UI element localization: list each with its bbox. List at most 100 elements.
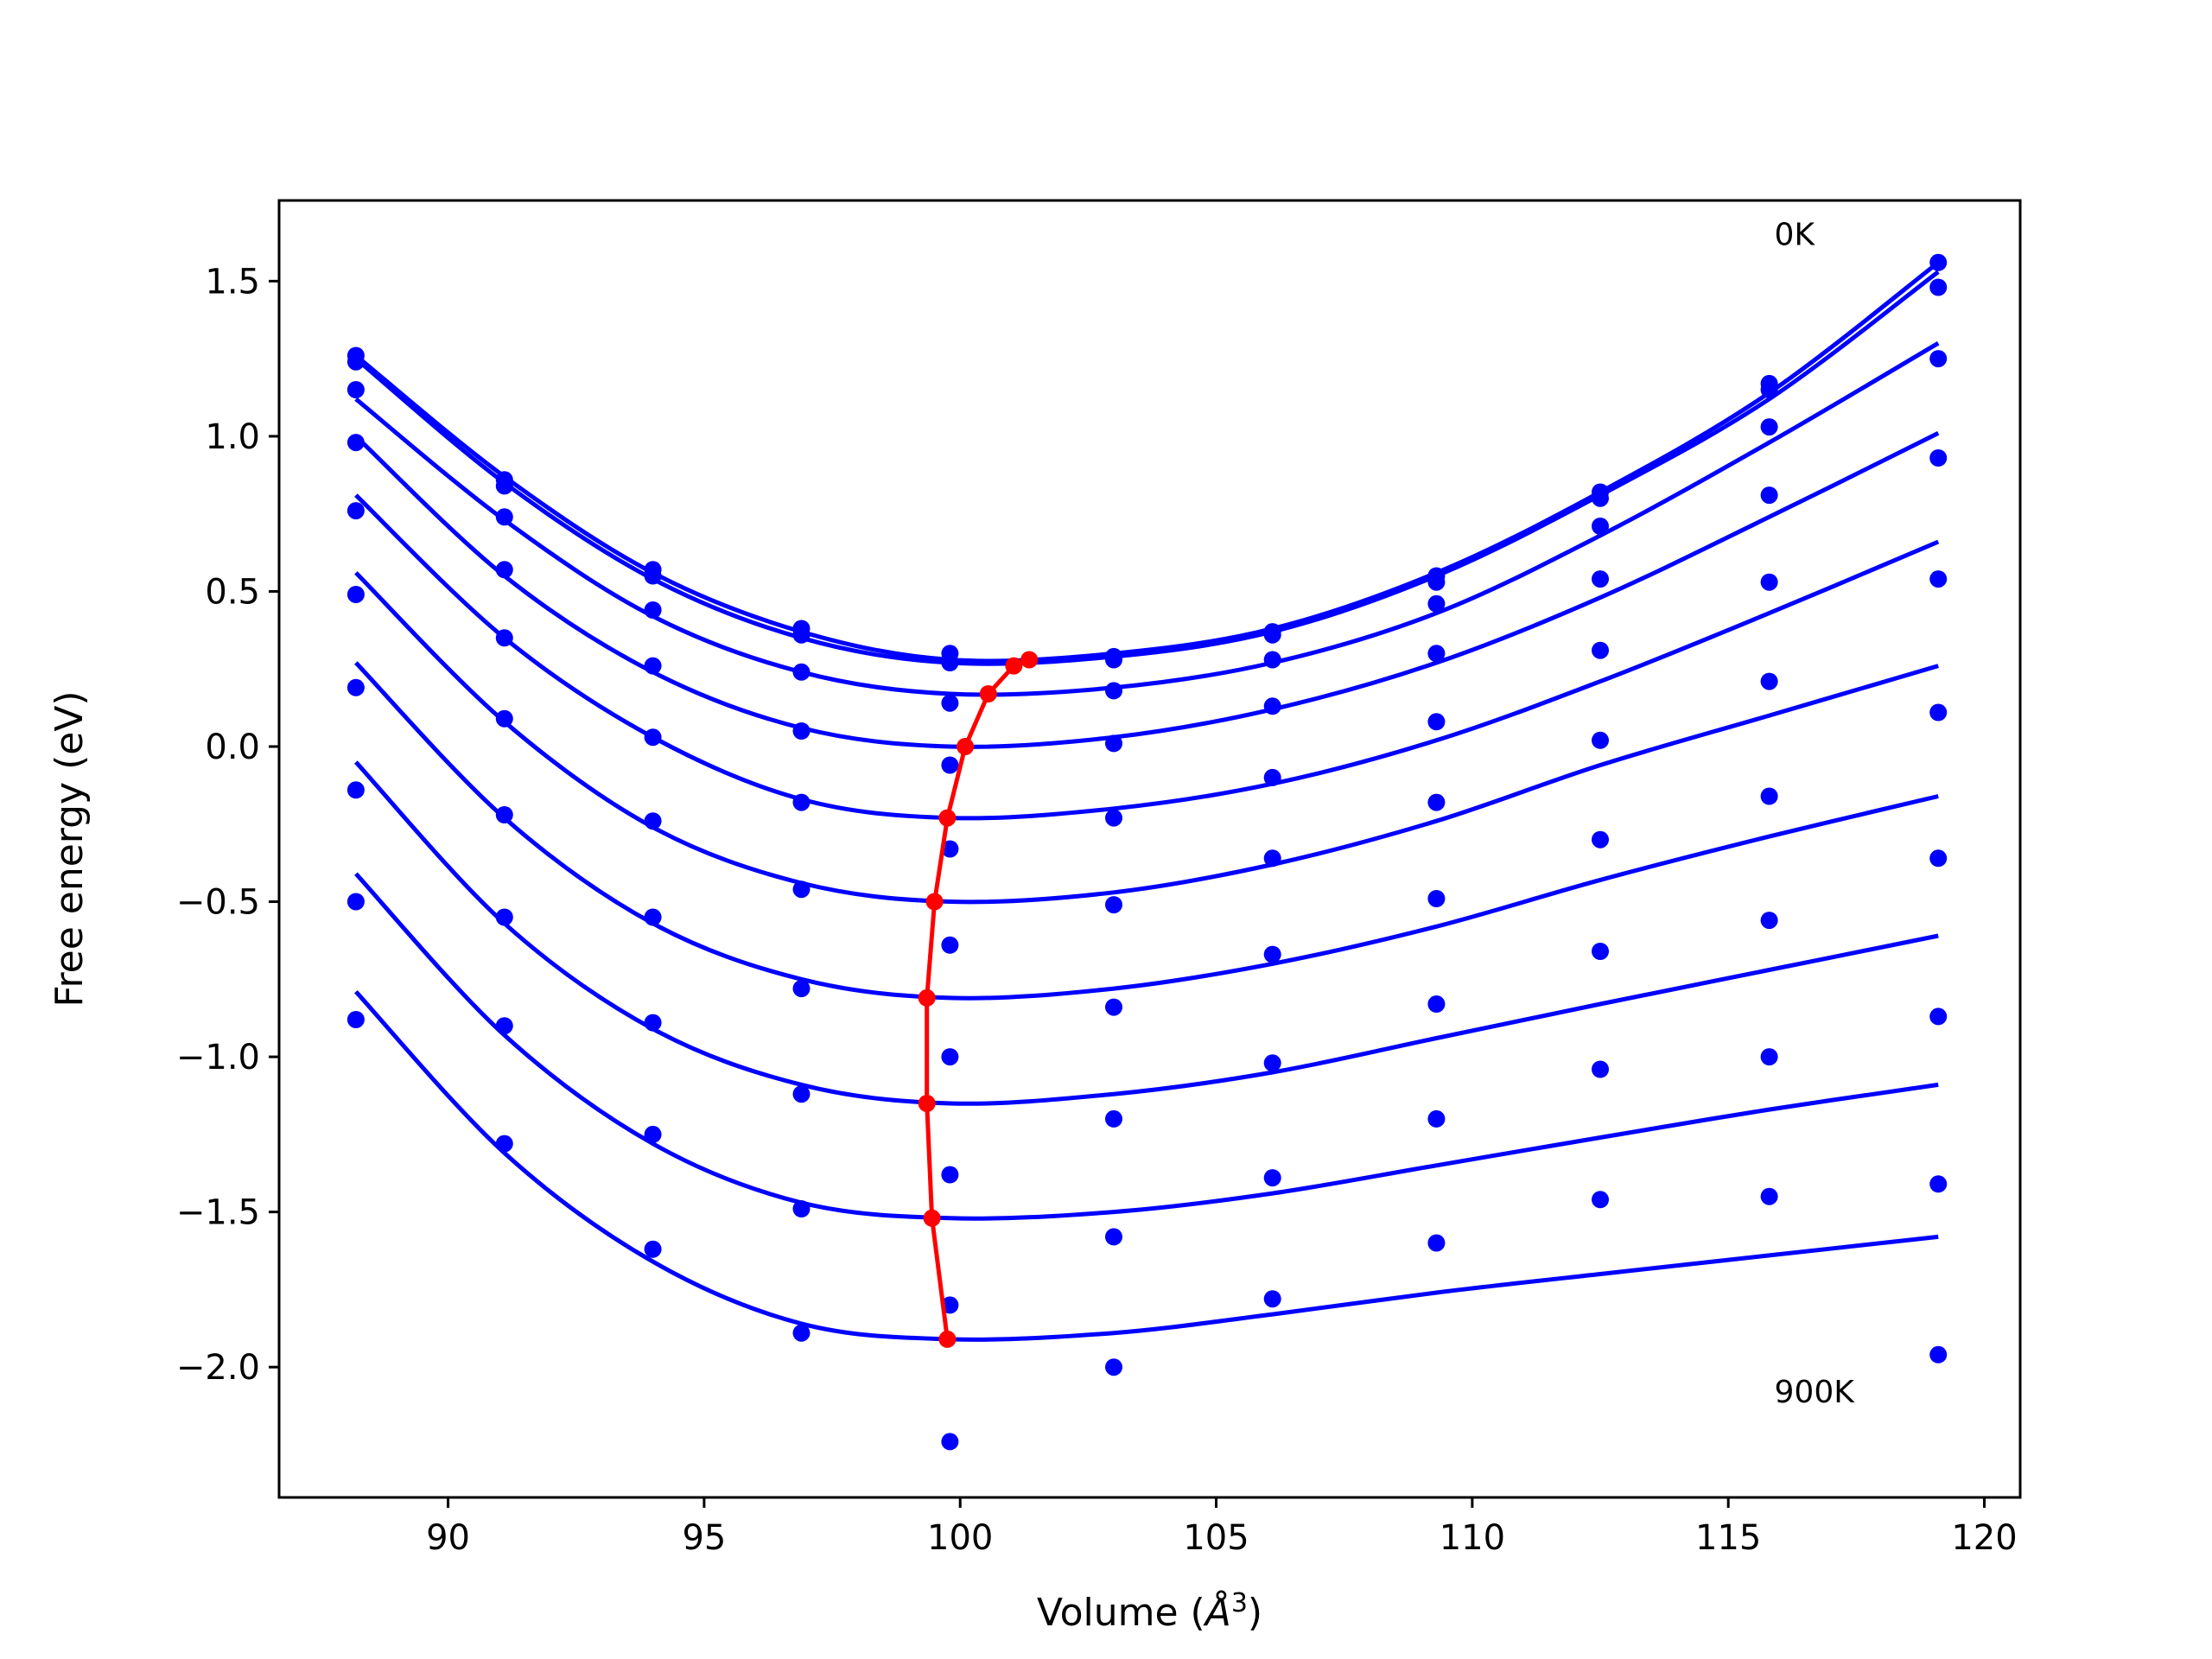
data-point — [792, 663, 810, 681]
data-point — [1929, 703, 1948, 721]
data-point — [1592, 731, 1609, 749]
data-point — [1592, 489, 1609, 507]
data-point — [1592, 830, 1609, 849]
y-tick-label: 1.5 — [205, 262, 260, 302]
data-point — [644, 567, 662, 585]
data-point — [1760, 672, 1778, 690]
minimum-point — [1020, 651, 1039, 669]
y-tick-label: −1.0 — [176, 1038, 260, 1077]
data-point — [1105, 1358, 1122, 1376]
data-point — [1929, 1007, 1948, 1026]
data-point — [1263, 1290, 1281, 1308]
data-point — [1427, 890, 1446, 907]
data-point — [941, 756, 959, 774]
x-axis-label: Volume (Å3) — [1037, 1588, 1262, 1635]
x-tick-label: 95 — [682, 1518, 726, 1558]
data-point — [1427, 645, 1446, 663]
minimum-point — [938, 1330, 957, 1348]
annotations: 0K 900K — [1775, 218, 1856, 1410]
y-tick-label: 0.0 — [205, 728, 260, 767]
data-point — [1760, 1048, 1778, 1066]
data-point — [495, 477, 513, 495]
data-point — [792, 980, 810, 998]
data-point — [495, 709, 513, 728]
data-point — [941, 694, 959, 712]
y-axis-label: Free energy (eV) — [48, 690, 92, 1007]
data-point — [1592, 943, 1609, 960]
data-point — [495, 508, 513, 526]
y-tick-label: −2.0 — [176, 1348, 260, 1388]
data-point — [1263, 1054, 1281, 1072]
data-point — [346, 1011, 365, 1028]
minimum-point — [925, 893, 944, 911]
data-points — [346, 253, 1948, 1451]
data-point — [1592, 1191, 1609, 1209]
data-point — [346, 781, 365, 799]
data-point — [495, 1135, 513, 1153]
data-point — [1760, 418, 1778, 436]
minimum-path — [918, 651, 1039, 1348]
x-tick-label: 100 — [927, 1518, 993, 1558]
data-point — [1427, 793, 1446, 811]
data-point — [1263, 849, 1281, 868]
data-point — [346, 502, 365, 520]
x-tick-label: 120 — [1951, 1518, 2017, 1558]
x-tick-label: 115 — [1695, 1518, 1761, 1558]
x-axis: 90 95 100 105 110 115 120 — [426, 1497, 2018, 1558]
fit-curves — [354, 260, 1940, 1342]
data-point — [1427, 594, 1446, 613]
data-point — [1105, 809, 1122, 827]
data-point — [1592, 641, 1609, 659]
data-point — [1263, 768, 1281, 786]
x-tick-label: 110 — [1440, 1518, 1505, 1558]
data-point — [495, 908, 513, 926]
data-point — [1592, 1060, 1609, 1078]
minimum-point — [979, 685, 997, 702]
data-point — [346, 586, 365, 603]
data-point — [1760, 486, 1778, 505]
minimum-point — [938, 809, 957, 827]
fit-curve-8 — [354, 760, 1939, 1106]
data-point — [1263, 945, 1281, 963]
data-point — [1105, 651, 1122, 669]
data-point — [1929, 1175, 1948, 1193]
data-point — [1105, 998, 1122, 1016]
data-point — [1105, 682, 1122, 700]
annotation-label: 0K — [1775, 218, 1816, 253]
minimum-point — [957, 738, 975, 755]
data-point — [1263, 626, 1281, 644]
minimum-point — [923, 1209, 941, 1227]
data-point — [941, 936, 959, 954]
data-point — [1760, 573, 1778, 591]
data-point — [495, 561, 513, 579]
data-point — [1427, 1234, 1446, 1252]
data-point — [644, 728, 662, 747]
data-point — [941, 1166, 959, 1184]
data-point — [644, 601, 662, 619]
data-point — [1427, 713, 1446, 731]
data-point — [941, 1433, 959, 1451]
y-axis: 1.5 1.0 0.5 0.0 −0.5 −1.0 −1.5 −2.0 — [176, 262, 279, 1388]
data-point — [1929, 278, 1948, 296]
data-point — [495, 629, 513, 647]
x-tick-label: 105 — [1183, 1518, 1249, 1558]
minimum-point — [918, 988, 936, 1007]
data-point — [792, 880, 810, 899]
data-point — [1263, 651, 1281, 669]
data-point — [1760, 787, 1778, 805]
data-point — [1263, 1169, 1281, 1187]
data-point — [644, 1014, 662, 1032]
y-tick-label: −1.5 — [176, 1193, 260, 1233]
fit-curve-2 — [354, 270, 1940, 666]
data-point — [644, 1125, 662, 1143]
data-point — [1929, 570, 1948, 588]
data-point — [1929, 1345, 1948, 1363]
data-point — [644, 657, 662, 675]
fit-curve-5 — [354, 493, 1940, 821]
data-point — [792, 793, 810, 811]
x-tick-label: 90 — [426, 1518, 470, 1558]
data-point — [1592, 570, 1609, 588]
data-point — [792, 1085, 810, 1103]
fit-curve-9 — [354, 872, 1939, 1221]
